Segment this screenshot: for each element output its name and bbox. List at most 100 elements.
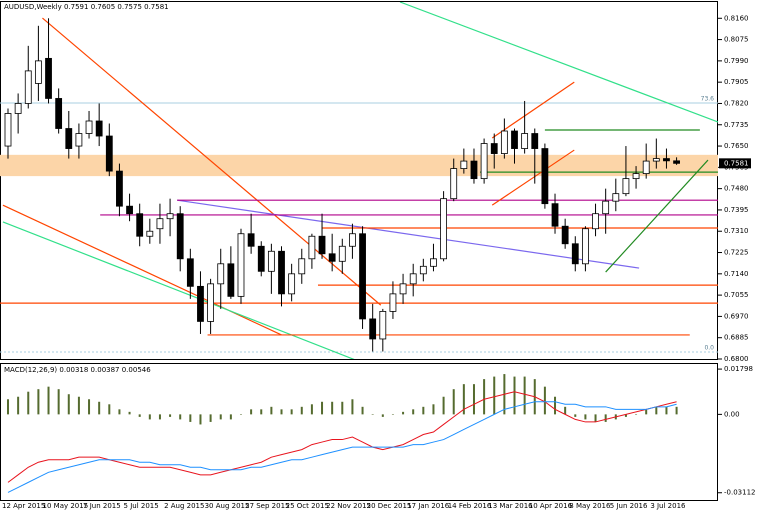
candle-body <box>440 198 447 260</box>
candle-body <box>632 173 640 180</box>
candle-body <box>500 130 508 154</box>
macd-bar <box>239 414 242 415</box>
candle-body <box>197 285 204 322</box>
macd-bar <box>381 414 384 417</box>
candle-body <box>531 133 539 149</box>
candle-body <box>207 283 215 322</box>
candle-body <box>511 130 518 149</box>
y-tick-label: 0.7990 <box>724 57 749 65</box>
candle-body <box>490 143 498 154</box>
candle-body <box>227 263 235 297</box>
macd-bar <box>472 384 475 415</box>
candle-body <box>460 160 468 170</box>
macd-bar <box>138 414 141 417</box>
candle-body <box>166 213 174 220</box>
candle-body <box>318 235 326 255</box>
macd-bar <box>260 409 263 415</box>
trend-line <box>42 17 382 306</box>
macd-bar <box>67 394 70 415</box>
macd-bar <box>128 411 131 415</box>
candle-body <box>409 273 417 285</box>
candle-body <box>673 160 680 164</box>
y-tick-label: 0.7140 <box>724 270 749 278</box>
macd-bar <box>17 396 20 415</box>
macd-bar <box>179 414 182 420</box>
macd-bar <box>88 399 91 415</box>
macd-bar <box>412 409 415 415</box>
macd-bar <box>432 404 435 415</box>
y-tick-label: 0.7480 <box>724 185 749 193</box>
y-tick-label: 0.6800 <box>724 355 749 363</box>
candle-body <box>278 250 285 295</box>
macd-bar <box>300 406 303 415</box>
y-tick-label: 0.6885 <box>724 334 749 342</box>
y-tick-label: 0.6970 <box>724 312 749 320</box>
macd-bar <box>624 414 627 417</box>
y-tick-label: 0.7055 <box>724 291 749 299</box>
macd-bar <box>98 401 101 415</box>
candle-body <box>642 160 650 175</box>
candle-body <box>399 283 407 295</box>
x-tick-label: 7 Jun 2015 <box>83 502 121 510</box>
candle-body <box>136 213 144 237</box>
candle-body <box>126 205 133 215</box>
macd-bar <box>310 404 313 415</box>
trend-line <box>177 199 640 269</box>
candle-body <box>470 160 478 180</box>
macd-bar <box>493 376 496 415</box>
candle-body <box>217 263 225 285</box>
macd-bar <box>675 406 678 415</box>
macd-bar <box>564 406 567 415</box>
macd-bar <box>554 396 557 415</box>
trend-line <box>491 149 575 206</box>
macd-bar <box>645 409 648 415</box>
candle-body <box>612 193 620 202</box>
macd-bar <box>584 414 587 420</box>
candle-body <box>116 170 123 207</box>
macd-bar <box>290 409 293 415</box>
candle-body <box>237 233 245 297</box>
x-tick-label: 12 Apr 2015 <box>2 502 45 510</box>
candle-body <box>480 143 488 180</box>
candle-body <box>551 203 559 227</box>
chart-title: AUDUSD,Weekly 0.7591 0.7605 0.7575 0.758… <box>4 3 169 11</box>
candle-body <box>45 57 52 99</box>
macd-bar <box>108 404 111 415</box>
macd-bar <box>442 396 445 415</box>
candle-body <box>4 113 12 147</box>
trend-line <box>605 159 709 273</box>
candle-body <box>369 318 377 340</box>
y-tick-label: 0.7225 <box>724 249 749 257</box>
x-tick-label: 5 Jul 2015 <box>124 502 159 510</box>
x-tick-label: 25 Oct 2015 <box>286 502 329 510</box>
price-label-box <box>719 158 751 169</box>
macd-bar <box>543 386 546 415</box>
candle-body <box>176 213 184 260</box>
macd-bar <box>280 409 283 415</box>
y-tick-label: 0.8160 <box>724 14 749 22</box>
macd-bar <box>270 406 273 415</box>
y-tick-label: -0.03112 <box>724 489 755 497</box>
macd-bar <box>655 406 658 415</box>
candle-body <box>75 133 83 147</box>
macd-bar <box>665 406 668 415</box>
candle-body <box>602 200 610 215</box>
x-tick-label: 8 May 2016 <box>569 502 611 510</box>
candle-body <box>65 128 73 149</box>
macd-bar <box>37 389 40 415</box>
macd-bar <box>422 406 425 415</box>
candle-body <box>359 233 366 320</box>
x-tick-label: 30 Aug 2015 <box>205 502 250 510</box>
macd-bar <box>199 414 202 425</box>
x-tick-label: 10 Apr 2016 <box>529 502 573 510</box>
candle-body <box>561 225 569 245</box>
macd-bar <box>148 414 151 420</box>
macd-bar <box>402 411 405 415</box>
x-tick-label: 14 Feb 2016 <box>448 502 492 510</box>
macd-bar <box>250 409 253 415</box>
x-tick-label: 22 Nov 2015 <box>326 502 371 510</box>
candle-body <box>267 250 275 272</box>
candle-body <box>257 245 265 272</box>
candle-body <box>146 230 154 237</box>
